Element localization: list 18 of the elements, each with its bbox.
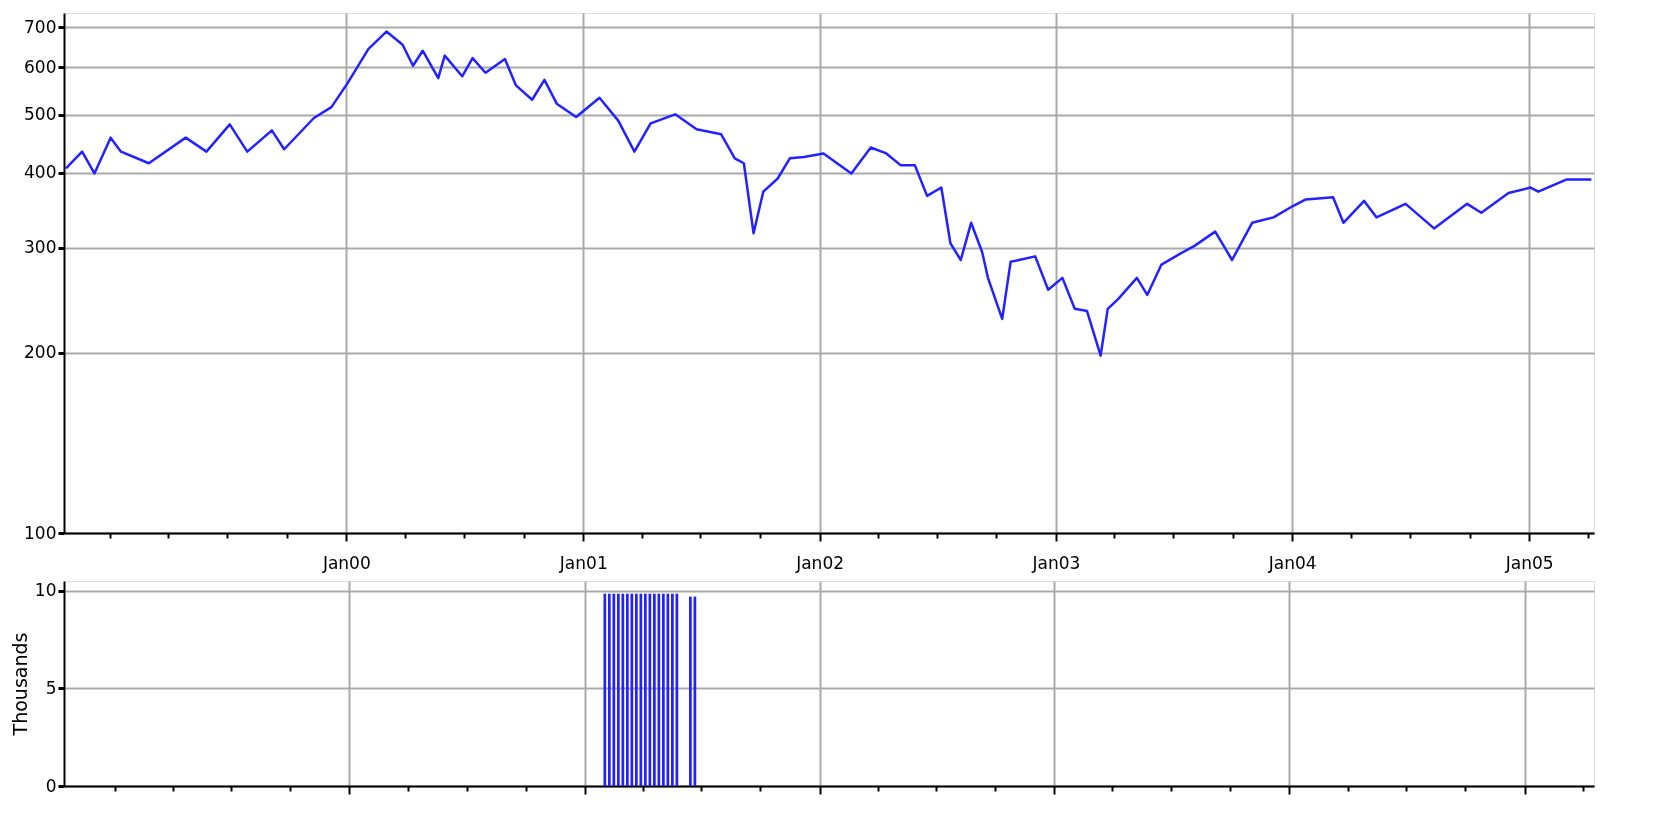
y-tick-label: 300 (24, 237, 57, 258)
x-tick-label: Jan01 (558, 552, 608, 573)
y-tick-label: 10 (34, 580, 57, 601)
y-tick-label: 100 (24, 522, 57, 543)
x-tick-label: Jan00 (321, 552, 371, 573)
y-axis-title: Thousands (8, 632, 31, 737)
y-tick-label: 700 (24, 16, 57, 37)
x-tick-label: Jan03 (1031, 552, 1081, 573)
y-tick-label: 400 (24, 162, 57, 183)
x-tick-label: Jan04 (1267, 552, 1317, 573)
y-tick-label: 600 (24, 56, 57, 77)
y-tick-label: 500 (24, 104, 57, 125)
x-tick-label: Jan05 (1504, 552, 1554, 573)
y-tick-label: 0 (45, 775, 57, 796)
x-tick-label: Jan02 (795, 552, 845, 573)
y-tick-label: 200 (24, 342, 57, 363)
line-series (64, 30, 1593, 357)
y-tick-label: 5 (45, 677, 57, 698)
